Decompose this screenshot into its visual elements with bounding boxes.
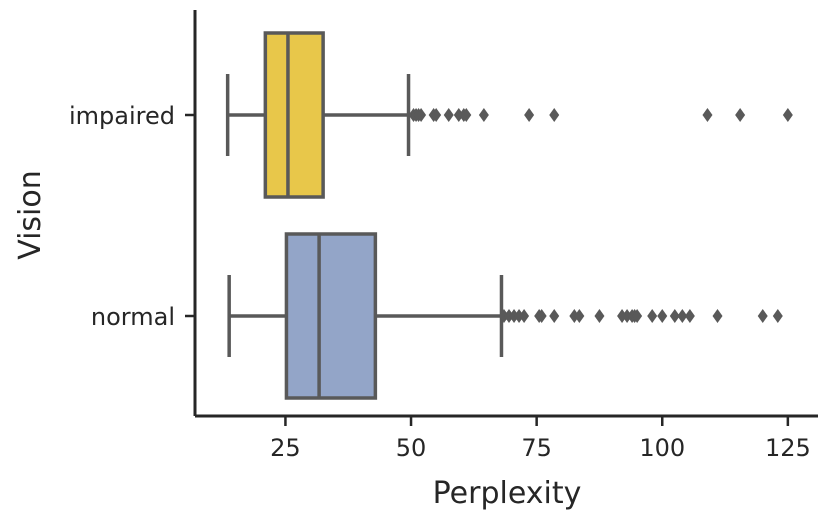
box-normal [227, 232, 783, 400]
outlier-point [498, 309, 509, 323]
outlier-point [702, 108, 713, 122]
outlier-point [782, 108, 793, 122]
x-axis-title: Perplexity [433, 476, 582, 511]
outlier-point [509, 309, 520, 323]
y-ticks: impaired normal [69, 102, 195, 331]
outlier-point [617, 309, 628, 323]
x-tick-label: 75 [521, 434, 552, 462]
outlier-point [549, 108, 560, 122]
outlier-point [632, 309, 643, 323]
outlier-point [416, 108, 427, 122]
outlier-point [524, 108, 535, 122]
y-tick-label: impaired [69, 102, 175, 130]
x-tick-label: 50 [396, 434, 427, 462]
x-tick-label: 25 [270, 434, 301, 462]
outlier-point [549, 309, 560, 323]
outlier-point [478, 108, 489, 122]
outlier-point [536, 309, 547, 323]
box-iqr [263, 31, 325, 199]
x-tick-label: 100 [639, 434, 685, 462]
outlier-point [684, 309, 695, 323]
x-ticks: 25 50 75 100 125 [270, 416, 811, 462]
outlier-point [514, 309, 525, 323]
outlier-point [431, 108, 442, 122]
outlier-point [677, 309, 688, 323]
outlier-point [622, 309, 633, 323]
axes: 25 50 75 100 125 impaired normal [69, 10, 818, 462]
outlier-point [735, 108, 746, 122]
outlier-point [574, 309, 585, 323]
y-axis-title: Vision [13, 170, 48, 260]
outlier-point [669, 309, 680, 323]
box-group [225, 31, 793, 400]
outlier-point [594, 309, 605, 323]
outlier-point [461, 108, 472, 122]
outlier-point [772, 309, 783, 323]
box-impaired [225, 31, 793, 199]
outlier-point [647, 309, 658, 323]
x-tick-label: 125 [765, 434, 811, 462]
outlier-point [443, 108, 454, 122]
outlier-point [757, 309, 768, 323]
y-tick-label: normal [91, 303, 175, 331]
outlier-point [569, 309, 580, 323]
outlier-point [504, 309, 515, 323]
outlier-point [712, 309, 723, 323]
outlier-point [657, 309, 668, 323]
outlier-point [453, 108, 464, 122]
outlier-point [519, 309, 530, 323]
box-iqr [284, 232, 378, 400]
